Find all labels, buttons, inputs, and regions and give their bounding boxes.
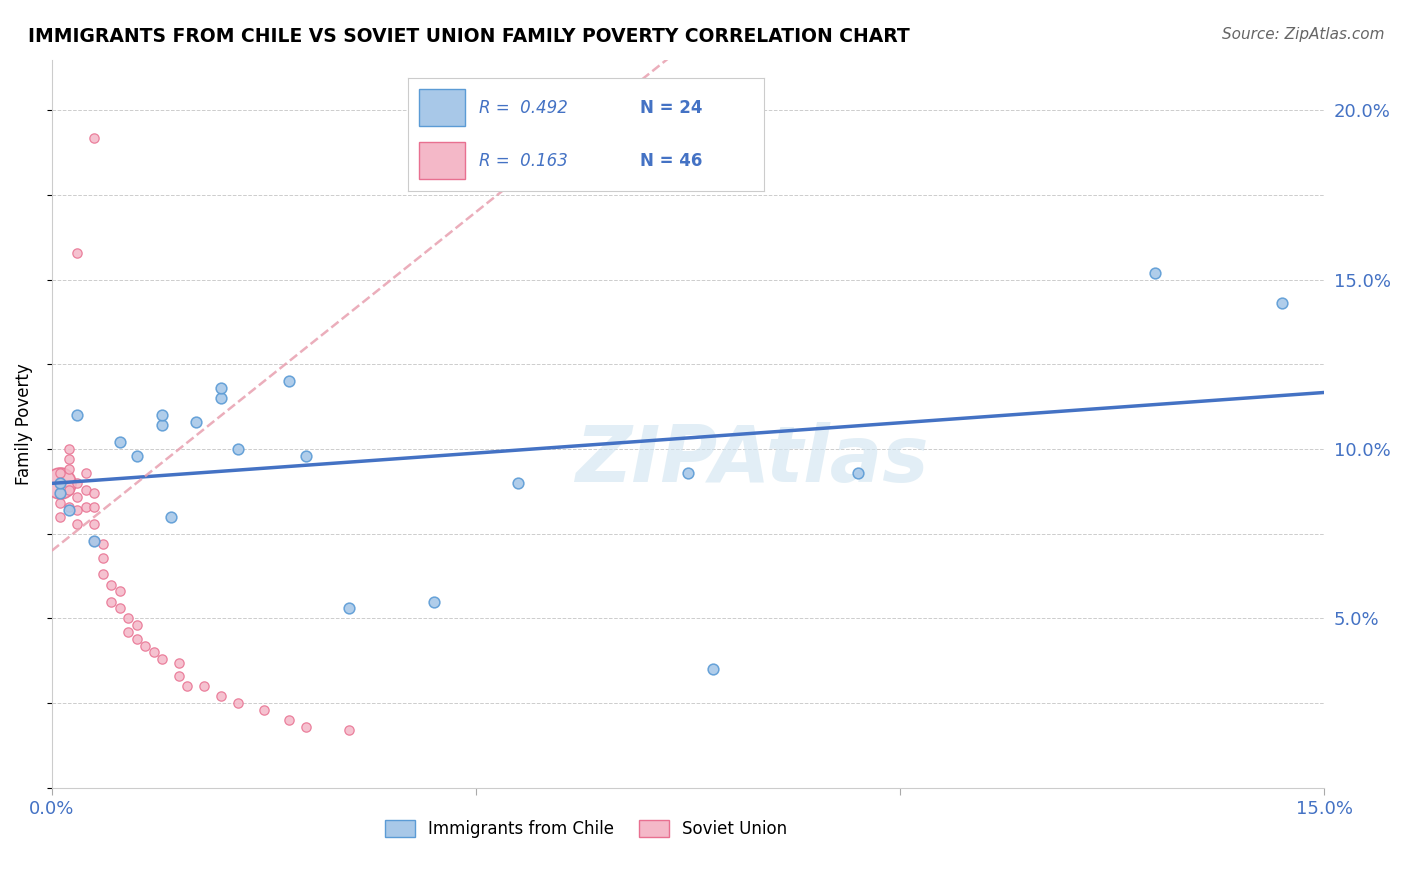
Point — [125, 632, 148, 646]
Point — [134, 639, 156, 653]
Point — [83, 486, 105, 500]
Point — [167, 669, 190, 683]
Point — [49, 466, 72, 480]
Point — [83, 533, 105, 548]
Point — [117, 625, 139, 640]
Point — [150, 418, 173, 433]
Text: ZIPAtlas: ZIPAtlas — [575, 422, 928, 498]
Point — [58, 452, 80, 467]
Point — [66, 516, 89, 531]
Point — [142, 645, 165, 659]
Point — [66, 503, 89, 517]
Point — [125, 618, 148, 632]
Point — [49, 486, 72, 500]
Point — [209, 381, 232, 395]
Point — [108, 435, 131, 450]
Point — [422, 594, 444, 608]
Point — [91, 537, 114, 551]
Point — [49, 486, 72, 500]
Point — [49, 475, 72, 490]
Point — [49, 496, 72, 510]
Point — [337, 601, 360, 615]
Point — [100, 577, 122, 591]
Point — [278, 375, 301, 389]
Point — [1143, 266, 1166, 280]
Point — [49, 475, 72, 490]
Point — [75, 500, 97, 514]
Point — [159, 509, 181, 524]
Point — [83, 516, 105, 531]
Point — [91, 550, 114, 565]
Point — [1271, 296, 1294, 310]
Point — [125, 449, 148, 463]
Point — [83, 533, 105, 548]
Point — [58, 500, 80, 514]
Point — [167, 656, 190, 670]
Point — [209, 690, 232, 704]
Point — [58, 462, 80, 476]
Point — [66, 475, 89, 490]
Text: IMMIGRANTS FROM CHILE VS SOVIET UNION FAMILY POVERTY CORRELATION CHART: IMMIGRANTS FROM CHILE VS SOVIET UNION FA… — [28, 27, 910, 45]
Point — [295, 720, 318, 734]
Point — [100, 594, 122, 608]
Point — [83, 500, 105, 514]
Point — [676, 466, 699, 480]
Point — [228, 442, 250, 457]
Point — [702, 662, 724, 676]
Point — [49, 509, 72, 524]
Point — [66, 490, 89, 504]
Point — [58, 503, 80, 517]
Point — [150, 652, 173, 666]
Point — [83, 130, 105, 145]
Point — [176, 679, 198, 693]
Legend: Immigrants from Chile, Soviet Union: Immigrants from Chile, Soviet Union — [378, 814, 794, 845]
Point — [295, 449, 318, 463]
Point — [75, 483, 97, 497]
Point — [49, 475, 72, 490]
Point — [278, 713, 301, 727]
Point — [108, 584, 131, 599]
Point — [209, 392, 232, 406]
Point — [66, 409, 89, 423]
Point — [117, 611, 139, 625]
Point — [108, 601, 131, 615]
Point — [58, 442, 80, 457]
Point — [846, 466, 869, 480]
Point — [58, 483, 80, 497]
Point — [228, 696, 250, 710]
Point — [337, 723, 360, 738]
Y-axis label: Family Poverty: Family Poverty — [15, 363, 32, 484]
Point — [508, 475, 530, 490]
Point — [66, 245, 89, 260]
Point — [184, 415, 207, 429]
Point — [75, 466, 97, 480]
Point — [193, 679, 215, 693]
Point — [91, 567, 114, 582]
Point — [253, 703, 276, 717]
Point — [150, 409, 173, 423]
Text: Source: ZipAtlas.com: Source: ZipAtlas.com — [1222, 27, 1385, 42]
